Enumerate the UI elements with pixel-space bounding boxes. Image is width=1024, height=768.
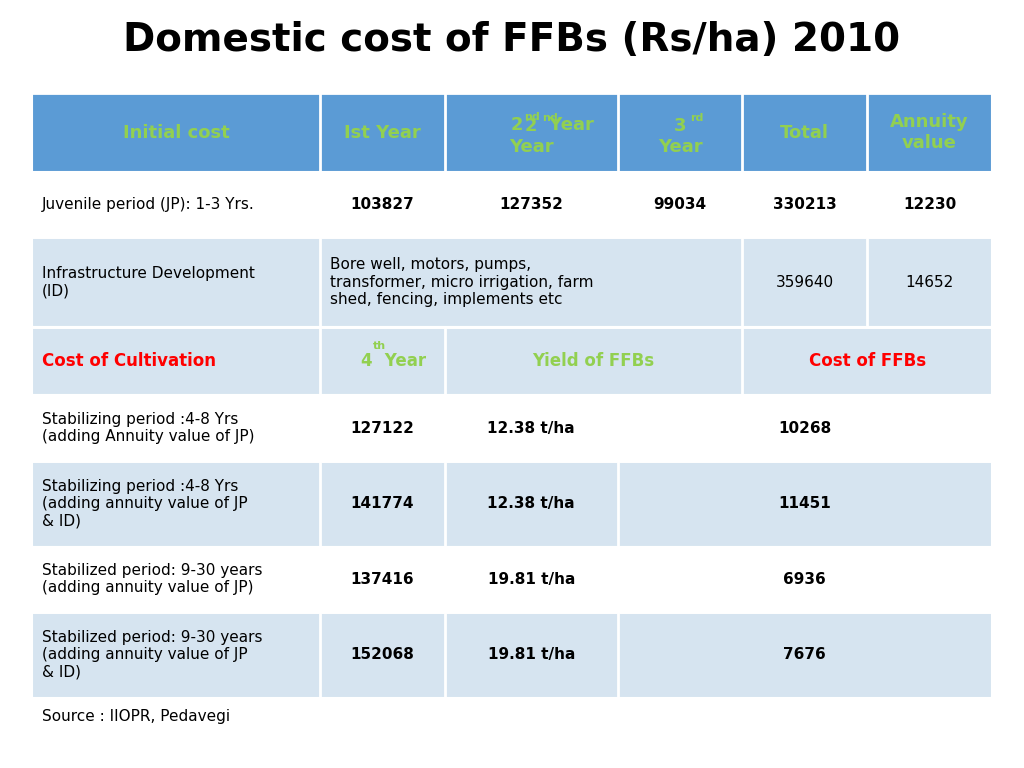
Text: nd: nd — [524, 112, 540, 122]
Text: 19.81 t/ha: 19.81 t/ha — [487, 647, 574, 662]
Text: 99034: 99034 — [653, 197, 707, 212]
Text: 7676: 7676 — [783, 647, 826, 662]
Text: 12.38 t/ha: 12.38 t/ha — [487, 496, 575, 511]
Text: 359640: 359640 — [776, 275, 834, 290]
Text: Stabilizing period :4-8 Yrs
(adding Annuity value of JP): Stabilizing period :4-8 Yrs (adding Annu… — [42, 412, 255, 445]
Text: Stabilized period: 9-30 years
(adding annuity value of JP): Stabilized period: 9-30 years (adding an… — [42, 563, 263, 595]
Text: 10268: 10268 — [778, 421, 831, 435]
Text: 12.38 t/ha: 12.38 t/ha — [487, 421, 575, 435]
Text: 2: 2 — [511, 116, 523, 134]
Text: 4: 4 — [360, 353, 372, 370]
Text: Juvenile period (JP): 1-3 Yrs.: Juvenile period (JP): 1-3 Yrs. — [42, 197, 255, 212]
Text: 11451: 11451 — [778, 496, 831, 511]
Text: Year: Year — [379, 353, 426, 370]
Text: Year: Year — [509, 138, 554, 156]
Bar — [32, 172, 992, 237]
Text: 127352: 127352 — [500, 197, 563, 212]
Bar — [32, 547, 992, 612]
Text: 127122: 127122 — [350, 421, 415, 435]
Text: Cost of Cultivation: Cost of Cultivation — [42, 353, 216, 370]
Text: 330213: 330213 — [773, 197, 837, 212]
Text: Infrastructure Development
(ID): Infrastructure Development (ID) — [42, 266, 255, 298]
Text: 152068: 152068 — [350, 647, 415, 662]
Text: 3: 3 — [674, 118, 686, 135]
Text: Annuity
value: Annuity value — [890, 114, 969, 152]
Text: Ist Year: Ist Year — [344, 124, 421, 142]
Text: Total: Total — [780, 124, 829, 142]
Bar — [32, 396, 992, 461]
Text: 19.81 t/ha: 19.81 t/ha — [487, 571, 574, 587]
Text: 6936: 6936 — [783, 571, 826, 587]
Text: Year: Year — [657, 138, 702, 156]
Bar — [32, 612, 992, 698]
Text: 2: 2 — [525, 118, 538, 135]
Text: 137416: 137416 — [350, 571, 415, 587]
Bar — [32, 93, 992, 172]
Bar — [32, 237, 992, 326]
Text: nd: nd — [542, 114, 557, 124]
Text: 14652: 14652 — [905, 275, 953, 290]
Text: th: th — [373, 341, 386, 351]
Bar — [32, 461, 992, 547]
Text: Yield of FFBs: Yield of FFBs — [532, 353, 654, 370]
Text: Cost of FFBs: Cost of FFBs — [809, 353, 926, 370]
Text: Stabilizing period :4-8 Yrs
(adding annuity value of JP
& ID): Stabilizing period :4-8 Yrs (adding annu… — [42, 478, 248, 528]
Text: Domestic cost of FFBs (Rs/ha) 2010: Domestic cost of FFBs (Rs/ha) 2010 — [124, 21, 900, 58]
Text: Initial cost: Initial cost — [123, 124, 229, 142]
Text: Year: Year — [544, 116, 594, 134]
Text: 141774: 141774 — [350, 496, 414, 511]
Bar — [32, 326, 992, 396]
Text: 103827: 103827 — [350, 197, 415, 212]
Text: 12230: 12230 — [903, 197, 956, 212]
Text: Source : IIOPR, Pedavegi: Source : IIOPR, Pedavegi — [42, 710, 230, 724]
Text: rd: rd — [689, 114, 703, 124]
Text: Bore well, motors, pumps,
transformer, micro irrigation, farm
shed, fencing, imp: Bore well, motors, pumps, transformer, m… — [330, 257, 594, 307]
Text: Stabilized period: 9-30 years
(adding annuity value of JP
& ID): Stabilized period: 9-30 years (adding an… — [42, 630, 263, 680]
